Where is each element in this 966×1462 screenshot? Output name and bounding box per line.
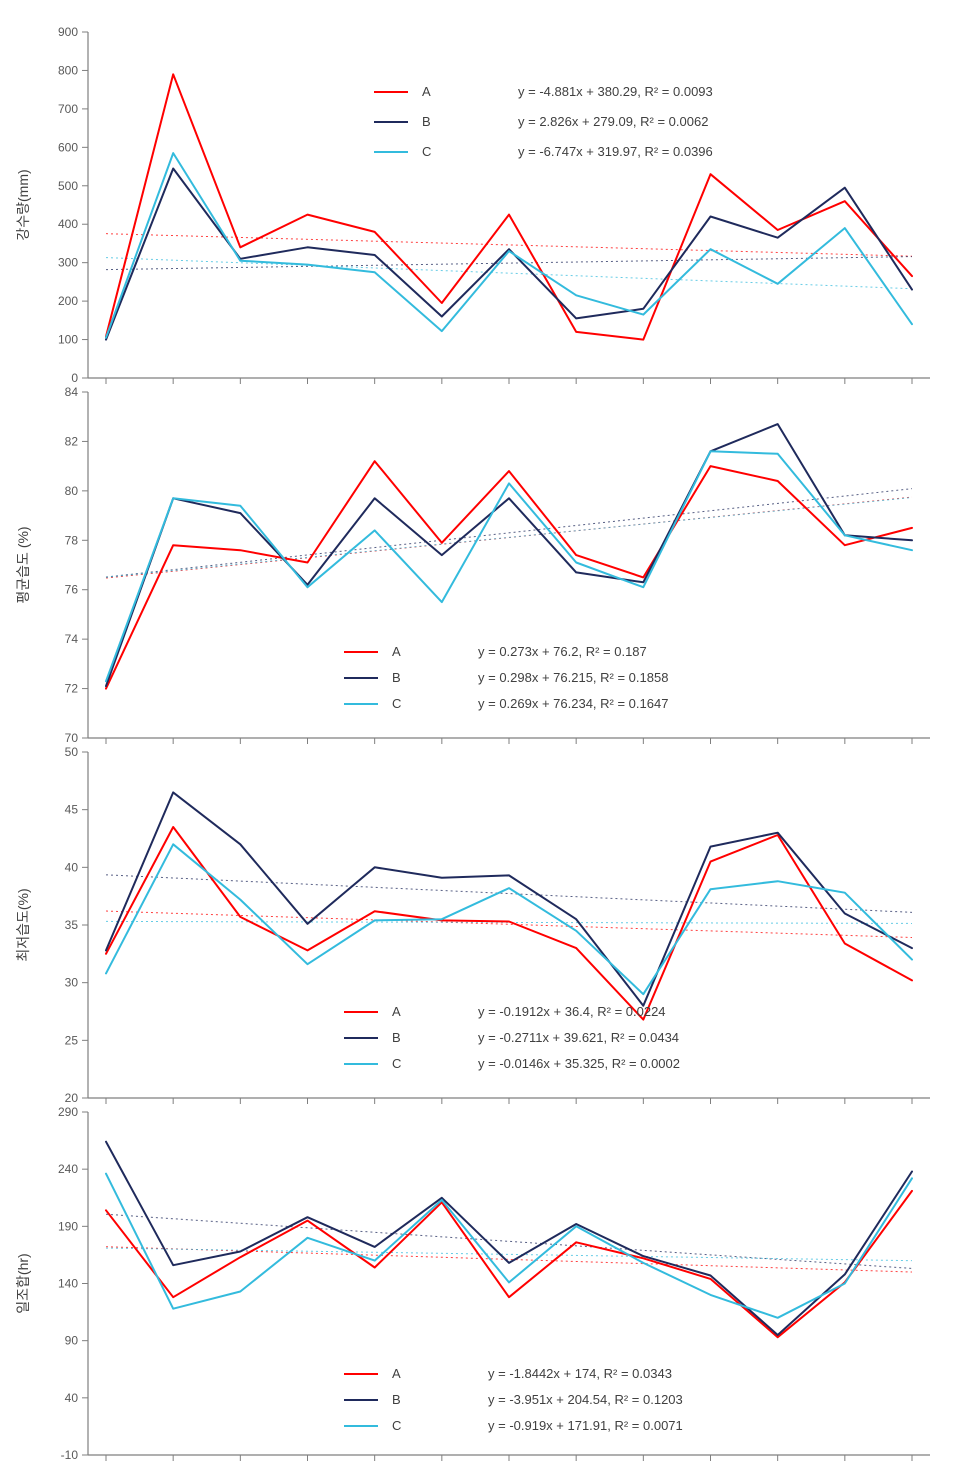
legend-label: A bbox=[422, 84, 431, 99]
y-tick-label: 35 bbox=[65, 918, 79, 932]
y-tick-label: 25 bbox=[65, 1033, 79, 1047]
y-tick-label: 800 bbox=[58, 63, 78, 77]
y-tick-label: 20 bbox=[65, 1091, 79, 1105]
y-tick-label: 78 bbox=[65, 533, 79, 547]
legend-equation: y = 0.298x + 76.215, R² = 0.1858 bbox=[478, 670, 668, 685]
y-tick-label: 240 bbox=[58, 1162, 78, 1176]
y-axis-label: 평균습도 (%) bbox=[15, 526, 31, 603]
legend-equation: y = -0.2711x + 39.621, R² = 0.0434 bbox=[478, 1030, 679, 1045]
legend-label: A bbox=[392, 644, 401, 659]
legend-label: A bbox=[392, 1366, 401, 1381]
y-tick-label: 90 bbox=[65, 1334, 79, 1348]
y-tick-label: 300 bbox=[58, 256, 78, 270]
y-tick-label: 200 bbox=[58, 294, 78, 308]
y-tick-label: 50 bbox=[65, 745, 79, 759]
y-tick-label: 72 bbox=[65, 682, 79, 696]
y-tick-label: 84 bbox=[65, 385, 79, 399]
y-tick-label: 190 bbox=[58, 1219, 78, 1233]
y-axis-label: 강수량(mm) bbox=[15, 169, 31, 240]
y-tick-label: 40 bbox=[65, 860, 79, 874]
legend-label: C bbox=[422, 144, 431, 159]
legend-equation: y = -0.0146x + 35.325, R² = 0.0002 bbox=[478, 1056, 680, 1071]
chart-bg bbox=[0, 0, 966, 1462]
legend-equation: y = -4.881x + 380.29, R² = 0.0093 bbox=[518, 84, 713, 99]
legend-equation: y = 0.273x + 76.2, R² = 0.187 bbox=[478, 644, 647, 659]
y-tick-label: 80 bbox=[65, 484, 79, 498]
y-tick-label: 45 bbox=[65, 803, 79, 817]
y-tick-label: 0 bbox=[71, 371, 78, 385]
y-tick-label: 74 bbox=[65, 632, 79, 646]
legend-label: C bbox=[392, 696, 401, 711]
y-tick-label: 70 bbox=[65, 731, 79, 745]
y-tick-label: 400 bbox=[58, 217, 78, 231]
y-axis-label: 일조합(hr) bbox=[15, 1253, 31, 1313]
y-axis-label: 최저습도(%) bbox=[15, 888, 31, 961]
y-tick-label: 700 bbox=[58, 102, 78, 116]
legend-label: C bbox=[392, 1418, 401, 1433]
legend-label: A bbox=[392, 1004, 401, 1019]
multi-panel-chart: 0 100 200 300 400 500 600 700 800 900 강수량(mm) Ay = … bbox=[0, 0, 966, 1462]
legend-equation: y = -1.8442x + 174, R² = 0.0343 bbox=[488, 1366, 672, 1381]
y-tick-label: 40 bbox=[65, 1391, 79, 1405]
y-tick-label: 82 bbox=[65, 434, 79, 448]
y-tick-label: -10 bbox=[61, 1448, 79, 1462]
legend-equation: y = -0.1912x + 36.4, R² = 0.0224 bbox=[478, 1004, 666, 1019]
legend-label: B bbox=[392, 1392, 401, 1407]
y-tick-label: 500 bbox=[58, 179, 78, 193]
legend-label: B bbox=[392, 1030, 401, 1045]
legend-equation: y = -6.747x + 319.97, R² = 0.0396 bbox=[518, 144, 713, 159]
legend-equation: y = -3.951x + 204.54, R² = 0.1203 bbox=[488, 1392, 683, 1407]
y-tick-label: 600 bbox=[58, 140, 78, 154]
legend-label: C bbox=[392, 1056, 401, 1071]
legend-equation: y = -0.919x + 171.91, R² = 0.0071 bbox=[488, 1418, 683, 1433]
y-tick-label: 290 bbox=[58, 1105, 78, 1119]
y-tick-label: 140 bbox=[58, 1277, 78, 1291]
y-tick-label: 900 bbox=[58, 25, 78, 39]
legend-equation: y = 2.826x + 279.09, R² = 0.0062 bbox=[518, 114, 708, 129]
y-tick-label: 76 bbox=[65, 583, 79, 597]
y-tick-label: 100 bbox=[58, 333, 78, 347]
legend-label: B bbox=[422, 114, 431, 129]
y-tick-label: 30 bbox=[65, 976, 79, 990]
legend-equation: y = 0.269x + 76.234, R² = 0.1647 bbox=[478, 696, 668, 711]
legend-label: B bbox=[392, 670, 401, 685]
